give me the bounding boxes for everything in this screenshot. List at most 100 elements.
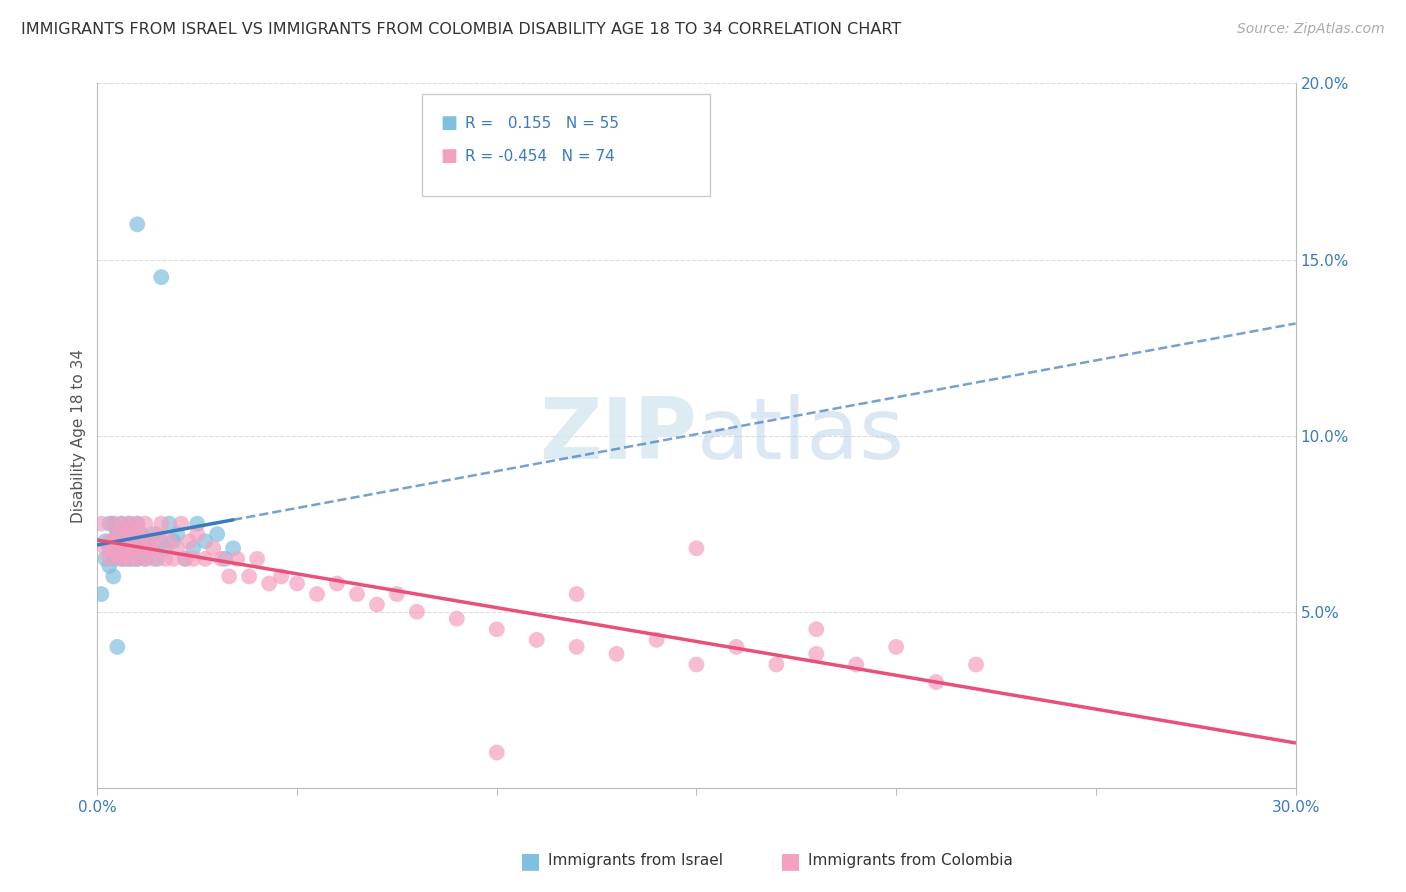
Point	[103, 569, 125, 583]
Point	[129, 527, 152, 541]
Point	[186, 516, 208, 531]
Point	[725, 640, 748, 654]
Point	[98, 516, 121, 531]
Point	[150, 534, 173, 549]
Point	[326, 576, 349, 591]
Point	[645, 632, 668, 647]
Point	[110, 552, 132, 566]
Point	[127, 552, 149, 566]
Text: Immigrants from Colombia: Immigrants from Colombia	[808, 854, 1014, 868]
Point	[205, 527, 228, 541]
Point	[925, 675, 948, 690]
Point	[257, 576, 280, 591]
Point	[346, 587, 368, 601]
Point	[226, 552, 249, 566]
Point	[134, 552, 156, 566]
Text: ■: ■	[440, 147, 457, 165]
Point	[155, 541, 177, 556]
Point	[157, 516, 180, 531]
Y-axis label: Disability Age 18 to 34: Disability Age 18 to 34	[72, 349, 86, 523]
Point	[166, 527, 188, 541]
Point	[110, 534, 132, 549]
Point	[94, 552, 117, 566]
Point	[122, 527, 145, 541]
Point	[765, 657, 787, 672]
Point	[138, 541, 160, 556]
Point	[606, 647, 628, 661]
Point	[146, 552, 169, 566]
Point	[134, 552, 156, 566]
Point	[170, 516, 193, 531]
Point	[845, 657, 868, 672]
Point	[181, 541, 204, 556]
Point	[94, 541, 117, 556]
Point	[485, 622, 508, 636]
Point	[138, 534, 160, 549]
Point	[110, 516, 132, 531]
Point	[114, 552, 136, 566]
Point	[98, 558, 121, 573]
Point	[127, 541, 149, 556]
Point	[685, 657, 707, 672]
Point	[103, 516, 125, 531]
Point	[98, 541, 121, 556]
Point	[884, 640, 907, 654]
Point	[214, 552, 236, 566]
Point	[366, 598, 388, 612]
Point	[118, 516, 141, 531]
Point	[162, 534, 184, 549]
Point	[114, 534, 136, 549]
Point	[105, 534, 128, 549]
Point	[110, 552, 132, 566]
Point	[118, 541, 141, 556]
Point	[155, 552, 177, 566]
Point	[194, 534, 217, 549]
Point	[162, 552, 184, 566]
Point	[118, 516, 141, 531]
Point	[129, 527, 152, 541]
Point	[134, 534, 156, 549]
Point	[118, 552, 141, 566]
Point	[209, 552, 232, 566]
Point	[194, 552, 217, 566]
Point	[134, 516, 156, 531]
Point	[246, 552, 269, 566]
Text: ■: ■	[440, 114, 457, 132]
Point	[105, 524, 128, 538]
Point	[114, 549, 136, 563]
Point	[98, 552, 121, 566]
Point	[90, 516, 112, 531]
Point	[685, 541, 707, 556]
Point	[222, 541, 245, 556]
Point	[526, 632, 548, 647]
Text: ■: ■	[520, 851, 541, 871]
Point	[218, 569, 240, 583]
Point	[406, 605, 429, 619]
Point	[118, 534, 141, 549]
Point	[565, 640, 588, 654]
Point	[305, 587, 328, 601]
Point	[806, 622, 828, 636]
Point	[105, 527, 128, 541]
Point	[150, 270, 173, 285]
Point	[118, 552, 141, 566]
Point	[142, 552, 165, 566]
Point	[138, 541, 160, 556]
Point	[105, 640, 128, 654]
Text: ZIP: ZIP	[538, 394, 696, 477]
Point	[127, 552, 149, 566]
Text: R = -0.454   N = 74: R = -0.454 N = 74	[465, 149, 616, 163]
Point	[157, 534, 180, 549]
Point	[181, 552, 204, 566]
Point	[127, 217, 149, 231]
Point	[103, 534, 125, 549]
Point	[127, 516, 149, 531]
Text: ■: ■	[780, 851, 801, 871]
Text: IMMIGRANTS FROM ISRAEL VS IMMIGRANTS FROM COLOMBIA DISABILITY AGE 18 TO 34 CORRE: IMMIGRANTS FROM ISRAEL VS IMMIGRANTS FRO…	[21, 22, 901, 37]
Point	[105, 549, 128, 563]
Point	[485, 746, 508, 760]
Point	[146, 527, 169, 541]
Point	[94, 534, 117, 549]
Point	[118, 524, 141, 538]
Text: Immigrants from Israel: Immigrants from Israel	[548, 854, 723, 868]
